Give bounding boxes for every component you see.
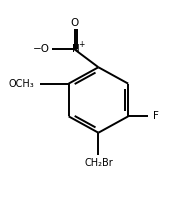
Text: −O: −O	[33, 44, 50, 54]
Text: OCH₃: OCH₃	[9, 79, 34, 89]
Text: N: N	[72, 44, 80, 54]
Text: CH₂Br: CH₂Br	[84, 158, 113, 168]
Text: +: +	[78, 40, 84, 50]
Text: O: O	[70, 18, 79, 28]
Text: F: F	[153, 111, 159, 121]
